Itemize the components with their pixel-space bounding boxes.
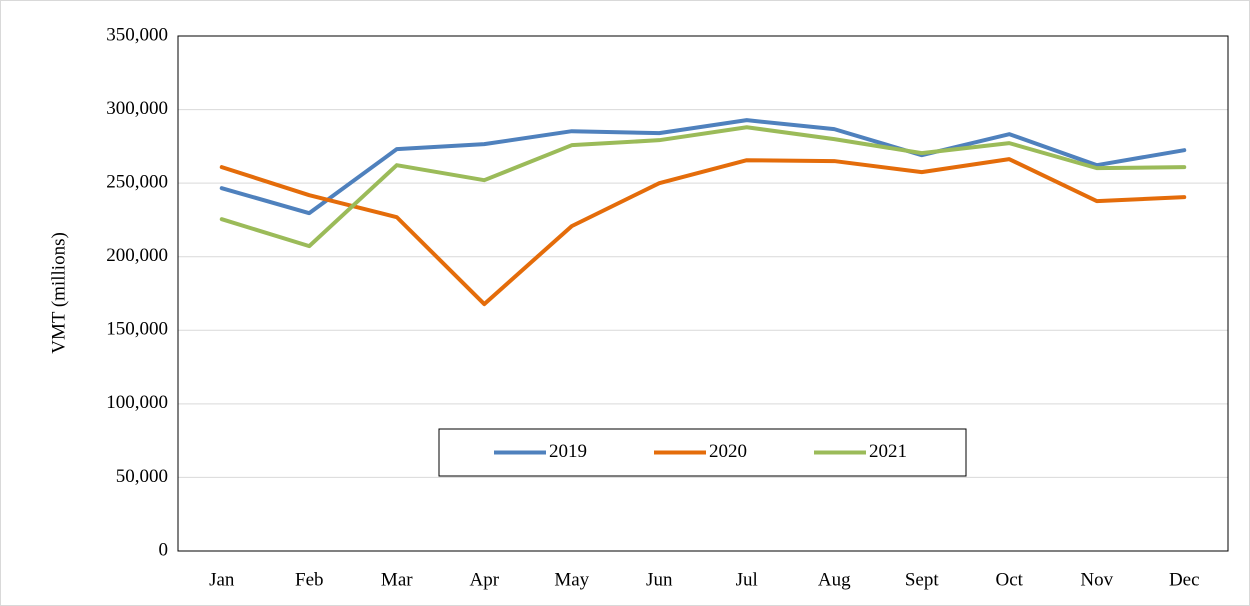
y-tick-label: 200,000 — [106, 245, 168, 266]
x-tick-label: Aug — [818, 569, 851, 590]
legend-label: 2019 — [549, 441, 587, 462]
y-tick-label: 50,000 — [116, 466, 168, 487]
x-tick-label: Feb — [295, 569, 324, 590]
y-tick-label: 100,000 — [106, 392, 168, 413]
x-tick-label: Sept — [905, 569, 940, 590]
legend-label: 2020 — [709, 441, 747, 462]
x-tick-label: Oct — [996, 569, 1024, 590]
x-tick-label: Mar — [381, 569, 413, 590]
plot-border — [177, 35, 1229, 552]
y-axis-label: VMT (millions) — [48, 232, 69, 354]
x-tick-label: Nov — [1080, 569, 1113, 590]
y-tick-label: 300,000 — [106, 98, 168, 119]
y-tick-label: 0 — [159, 539, 169, 560]
series-line — [219, 125, 1187, 249]
y-tick-label: 350,000 — [106, 24, 168, 45]
x-tick-label: Dec — [1169, 569, 1200, 590]
y-tick-label: 150,000 — [106, 319, 168, 340]
series-line — [219, 157, 1187, 307]
series-line — [219, 118, 1187, 216]
x-tick-label: Jan — [209, 569, 235, 590]
x-tick-label: Jun — [646, 569, 673, 590]
x-tick-label: May — [554, 569, 589, 590]
x-tick-label: Apr — [469, 569, 499, 590]
x-tick-label: Jul — [736, 569, 758, 590]
y-tick-label: 250,000 — [106, 172, 168, 193]
legend-label: 2021 — [869, 441, 907, 462]
